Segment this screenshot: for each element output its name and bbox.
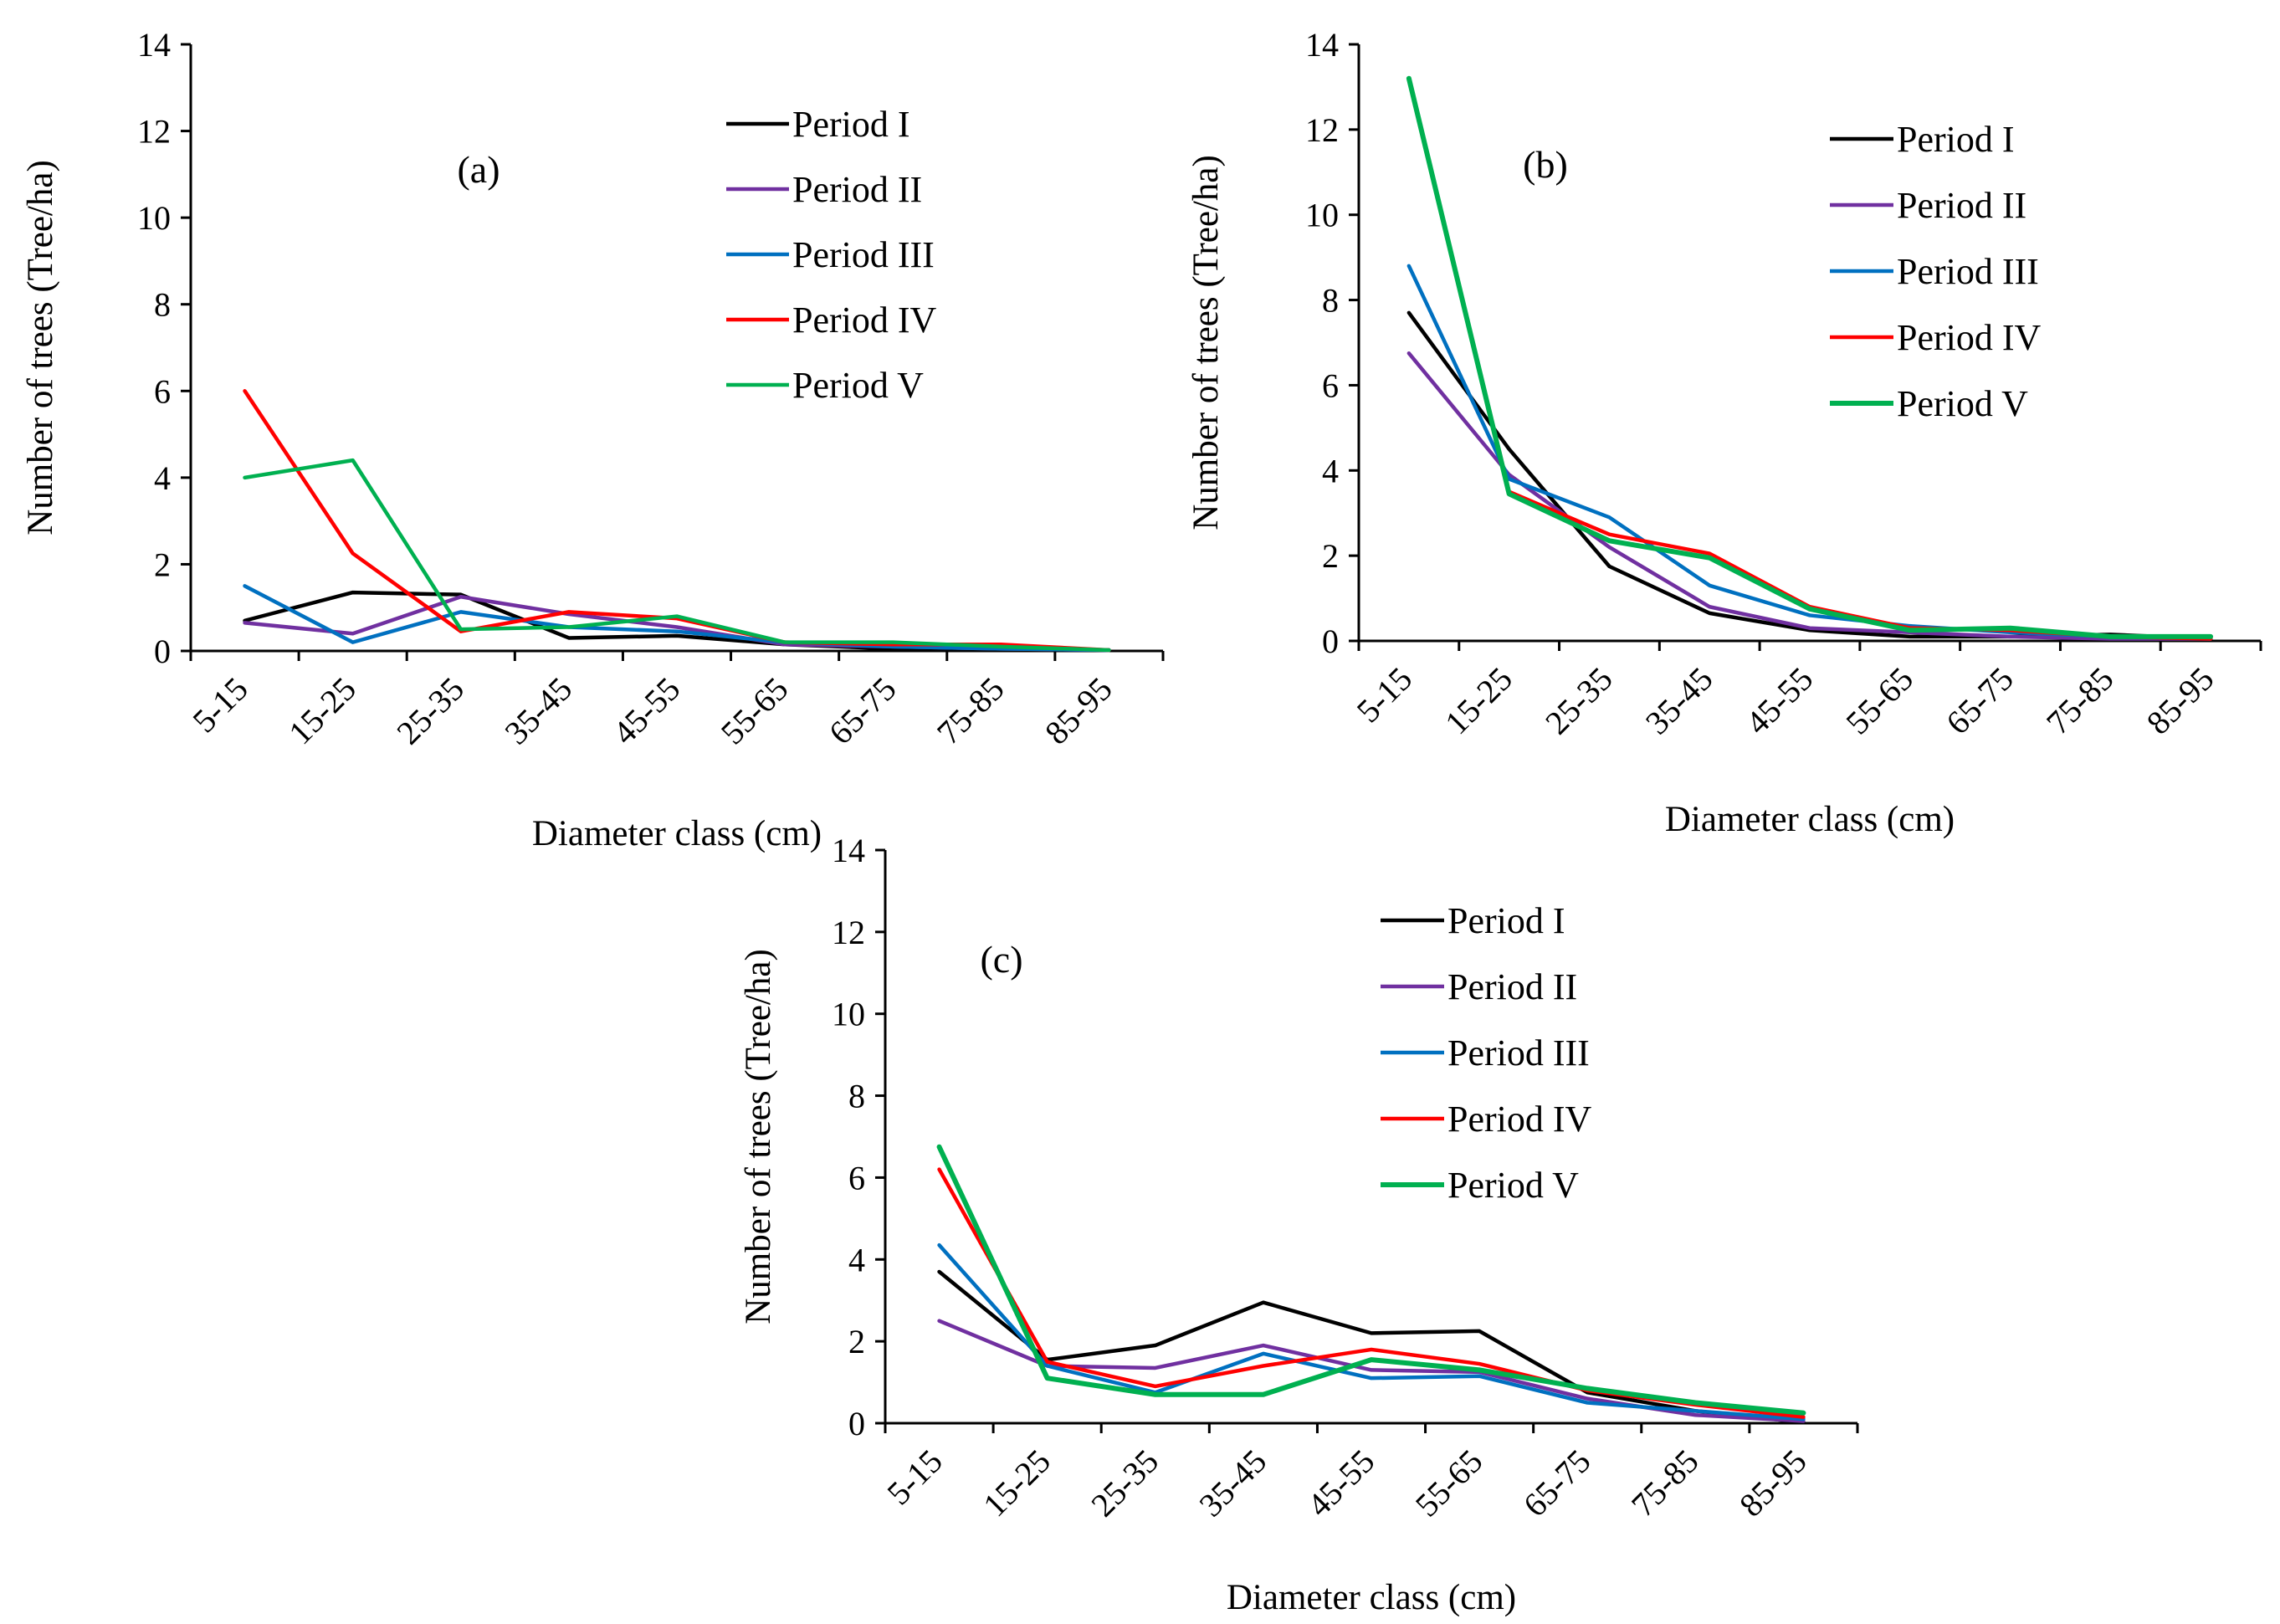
x-tick-label: 65-75 — [1516, 1442, 1598, 1524]
x-tick-label: 35-45 — [497, 670, 579, 752]
y-tick-label: 0 — [848, 1405, 865, 1442]
series-line-5 — [936, 1144, 1806, 1416]
x-tick-label: 85-95 — [1732, 1442, 1814, 1524]
x-tick-label: 5-15 — [185, 670, 255, 740]
x-axis-title: Diameter class (cm) — [532, 814, 822, 853]
x-tick-label: 15-25 — [281, 670, 363, 752]
x-tick-label: 85-95 — [2139, 660, 2221, 742]
x-tick-label: 35-45 — [1638, 660, 1720, 742]
y-tick-label: 12 — [832, 914, 865, 951]
x-tick-label: 15-25 — [1437, 660, 1519, 742]
y-tick-label: 8 — [1322, 282, 1339, 320]
legend-label-3: Period III — [1447, 1032, 1590, 1073]
series-line-1 — [937, 1269, 1806, 1425]
panel-label: (b) — [1523, 143, 1568, 186]
y-tick-label: 8 — [848, 1078, 865, 1115]
x-tick-label: 25-35 — [389, 670, 471, 752]
y-tick-label: 4 — [1322, 452, 1339, 489]
series-line-3 — [937, 1242, 1806, 1422]
x-tick-label: 45-55 — [1300, 1442, 1382, 1524]
legend-label-4: Period IV — [1447, 1099, 1592, 1140]
x-axis-title: Diameter class (cm) — [1227, 1578, 1516, 1617]
x-tick-label: 25-35 — [1084, 1442, 1166, 1524]
y-tick-label: 6 — [154, 372, 171, 410]
legend-label-1: Period I — [1897, 119, 2015, 160]
series-line-4 — [243, 389, 1111, 653]
legend-label-3: Period III — [1897, 251, 2039, 292]
panel-label: (a) — [457, 148, 500, 191]
x-tick-label: 65-75 — [1939, 660, 2021, 742]
x-tick-label: 85-95 — [1038, 670, 1120, 752]
legend-label-1: Period I — [792, 104, 910, 145]
chart-panel-a: 0 2 4 6 8 10 12 14 5-15 15-25 25-35 35-45 45-55 55-65… — [21, 26, 1165, 853]
x-tick-label: 55-65 — [1838, 660, 1920, 742]
y-tick-label: 10 — [1305, 197, 1339, 234]
y-axis-title: Number of trees (Tree/ha) — [21, 160, 60, 535]
x-tick-label: 55-65 — [714, 670, 796, 752]
y-tick-label: 14 — [1305, 26, 1339, 64]
legend-label-1: Period I — [1447, 900, 1565, 941]
x-tick-label: 25-35 — [1538, 660, 1620, 742]
y-tick-label: 2 — [1322, 537, 1339, 575]
x-tick-label: 5-15 — [1350, 660, 1420, 730]
x-tick-label: 45-55 — [606, 670, 688, 752]
x-tick-label: 75-85 — [2039, 660, 2121, 742]
y-tick-label: 6 — [848, 1159, 865, 1196]
y-tick-label: 6 — [1322, 366, 1339, 404]
legend-label-3: Period III — [792, 234, 935, 275]
y-tick-label: 10 — [137, 199, 171, 237]
x-tick-label: 75-85 — [1624, 1442, 1706, 1524]
x-tick-label: 15-25 — [976, 1442, 1058, 1524]
legend-label-5: Period V — [792, 365, 924, 406]
y-tick-label: 0 — [1322, 622, 1339, 660]
legend-label-5: Period V — [1897, 383, 2028, 424]
y-axis-title: Number of trees (Tree/ha) — [1186, 155, 1226, 530]
y-tick-label: 14 — [832, 832, 865, 869]
y-tick-label: 2 — [848, 1323, 865, 1360]
x-tick-label: 75-85 — [930, 670, 1012, 752]
legend-label-2: Period II — [1897, 185, 2026, 226]
legend-label-4: Period IV — [792, 300, 937, 341]
legend-label-2: Period II — [1447, 966, 1577, 1007]
x-tick-label: 45-55 — [1739, 660, 1821, 742]
x-tick-label: 5-15 — [879, 1442, 950, 1513]
x-tick-label: 65-75 — [822, 670, 904, 752]
series-line-5 — [1406, 75, 2214, 639]
chart-panel-b: 0 2 4 6 8 10 12 14 5-15 15-25 25-35 35-45 45-55 55-65… — [1186, 26, 2262, 839]
legend-label-5: Period V — [1447, 1165, 1579, 1206]
y-tick-label: 12 — [1305, 111, 1339, 149]
y-tick-label: 4 — [848, 1241, 865, 1278]
y-tick-label: 4 — [154, 459, 171, 497]
series-line-1 — [1406, 310, 2213, 641]
series-line-2 — [1406, 351, 2213, 641]
legend-label-2: Period II — [792, 169, 922, 210]
y-tick-label: 0 — [154, 633, 171, 670]
legend-label-4: Period IV — [1897, 317, 2042, 358]
series-line-5 — [243, 458, 1111, 653]
y-tick-label: 14 — [137, 26, 171, 64]
x-tick-label: 35-45 — [1191, 1442, 1273, 1524]
series-line-3 — [1406, 264, 2213, 641]
y-tick-label: 10 — [832, 996, 865, 1033]
x-tick-label: 55-65 — [1408, 1442, 1490, 1524]
series-line-2 — [243, 595, 1111, 653]
series-line-3 — [243, 584, 1111, 653]
y-tick-label: 2 — [154, 546, 171, 583]
series-line-1 — [243, 590, 1111, 653]
y-axis-title: Number of trees (Tree/ha) — [739, 949, 778, 1324]
chart-panel-c: 0 2 4 6 8 10 12 14 5-15 15-25 25-35 35-45 45-55 55-65… — [739, 832, 1859, 1617]
y-tick-label: 8 — [154, 286, 171, 324]
y-tick-label: 12 — [137, 113, 171, 151]
panel-label: (c) — [980, 938, 1022, 981]
x-axis-title: Diameter class (cm) — [1665, 800, 1955, 839]
